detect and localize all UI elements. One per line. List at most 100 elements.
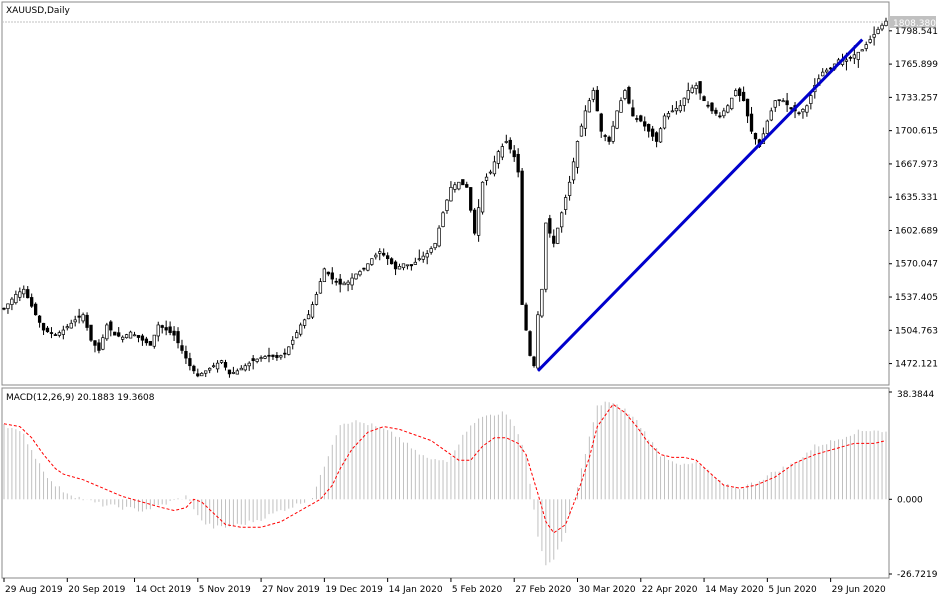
candle-down	[508, 139, 512, 150]
candle-down	[168, 326, 172, 333]
candle-down	[552, 235, 556, 244]
candle-up	[457, 181, 461, 190]
candle-up	[124, 334, 129, 339]
trend-line[interactable]	[536, 38, 864, 372]
candle-up	[437, 227, 441, 247]
candle-down	[164, 327, 168, 331]
macd-tick-label: -26.7219	[897, 570, 938, 580]
candle-down	[85, 314, 89, 328]
candle-down	[140, 335, 145, 341]
price-tick-label: 1472.121	[895, 360, 938, 370]
candle-up	[769, 110, 773, 121]
candle-up	[536, 314, 540, 369]
candle-down	[223, 362, 228, 368]
price-tick-label: 1635.331	[895, 193, 938, 203]
price-tick-label: 1765.899	[895, 60, 938, 70]
price-tick-label: 1570.047	[895, 260, 938, 270]
candle-down	[172, 330, 176, 336]
candle-up	[152, 334, 156, 347]
candle-up	[310, 304, 315, 318]
candle-up	[690, 87, 694, 93]
current-price-tag-bg	[890, 16, 936, 28]
candle-up	[476, 207, 481, 236]
candle-up	[726, 105, 730, 113]
candle-up	[579, 125, 584, 137]
price-tick-label: 1667.973	[895, 160, 938, 170]
candle-up	[156, 324, 160, 337]
date-tick-label: 19 Dec 2019	[325, 585, 383, 595]
candle-down	[745, 98, 750, 117]
candle-up	[500, 146, 504, 158]
candle-up	[346, 281, 350, 285]
candle-up	[287, 346, 291, 355]
candle-up	[14, 294, 18, 304]
macd-panel-frame[interactable]	[1, 387, 890, 579]
candle-up	[611, 125, 615, 142]
candle-down	[271, 354, 275, 357]
candle-up	[730, 97, 734, 110]
candle-up	[417, 258, 421, 261]
candle-down	[738, 88, 742, 96]
candle-down	[389, 258, 394, 265]
candle-up	[354, 273, 358, 280]
candle-up	[686, 90, 690, 100]
candle-up	[619, 100, 623, 113]
candle-down	[251, 358, 255, 361]
candle-up	[484, 176, 489, 181]
candle-up	[413, 261, 417, 265]
candle-up	[366, 263, 370, 271]
candle-up	[860, 49, 864, 52]
candle-up	[22, 288, 26, 295]
candle-down	[326, 271, 330, 275]
candle-down	[848, 57, 853, 59]
candle-down	[654, 132, 659, 142]
candle-up	[765, 120, 769, 134]
candle-up	[322, 268, 327, 283]
candle-up	[211, 365, 216, 368]
candle-down	[30, 297, 34, 307]
price-tick-label: 1504.763	[895, 326, 938, 336]
candle-up	[480, 181, 485, 213]
candle-down	[283, 352, 287, 355]
candle-down	[714, 109, 718, 114]
candle-up	[492, 161, 497, 175]
current-price-tag: 1808.380	[893, 19, 936, 29]
macd-tick-label: 38.3844	[897, 390, 934, 400]
macd-axis: 38.3844 0.000 -26.7219	[889, 390, 938, 580]
candle-up	[694, 85, 698, 89]
price-tick-label: 1798.541	[895, 27, 938, 37]
candle-up	[880, 24, 884, 30]
candle-down	[532, 356, 536, 367]
candle-up	[298, 324, 303, 335]
candle-down	[599, 113, 603, 132]
candle-up	[378, 251, 382, 254]
candle-down	[144, 338, 149, 344]
candle-down	[77, 315, 81, 318]
candle-down	[749, 113, 754, 132]
candle-up	[445, 199, 449, 211]
candle-down	[192, 365, 196, 372]
candle-down	[741, 91, 746, 102]
candle-up	[247, 362, 251, 367]
date-tick-label: 29 Aug 2019	[5, 585, 63, 595]
candle-down	[45, 327, 50, 333]
candle-down	[37, 315, 42, 323]
candle-down	[718, 115, 722, 118]
candle-up	[666, 113, 671, 118]
candle-up	[306, 314, 311, 320]
candle-down	[275, 355, 279, 358]
candle-up	[370, 258, 374, 265]
candle-up	[295, 332, 299, 339]
candle-up	[204, 370, 208, 374]
candle-down	[643, 121, 647, 127]
candle-up	[429, 248, 433, 253]
candle-up	[773, 100, 777, 108]
candle-down	[512, 150, 516, 158]
candle-up	[809, 95, 813, 104]
candle-up	[556, 227, 560, 244]
price-panel-frame[interactable]	[1, 1, 890, 386]
candle-up	[401, 263, 406, 269]
candle-down	[409, 264, 414, 267]
candle-down	[706, 104, 710, 107]
